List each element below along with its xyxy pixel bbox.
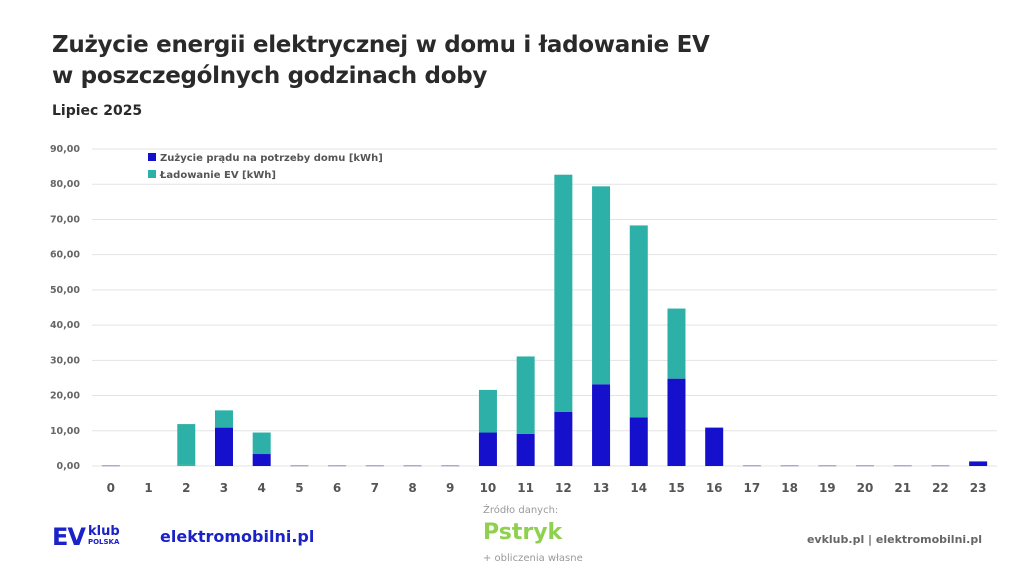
x-tick-label: 16 (706, 481, 723, 495)
y-tick-label: 90,00 (50, 144, 80, 155)
x-tick-label: 12 (555, 481, 572, 495)
x-tick-label: 7 (371, 481, 379, 495)
x-tick-label: 17 (744, 481, 761, 495)
y-tick-label: 10,00 (50, 426, 80, 437)
y-tick-label: 80,00 (50, 179, 80, 190)
legend-label: Ładowanie EV [kWh] (159, 170, 276, 181)
legend-swatch (148, 153, 156, 161)
bar-home-4 (252, 454, 271, 466)
x-tick-label: 21 (894, 481, 911, 495)
source-label: Źródło danych: (483, 505, 559, 516)
legend-label: Zużycie prądu na potrzeby domu [kWh] (160, 153, 383, 164)
bar-home-22 (931, 465, 950, 467)
x-tick-label: 2 (182, 481, 190, 495)
bar-ev-14 (629, 225, 648, 418)
source-note: + obliczenia własne (483, 553, 583, 564)
x-tick-label: 14 (630, 481, 647, 495)
bar-home-18 (780, 465, 799, 467)
y-tick-label: 60,00 (50, 250, 80, 261)
bar-ev-3 (214, 410, 233, 428)
title-line-2: w poszczególnych godzinach doby (52, 63, 488, 89)
x-tick-label: 23 (970, 481, 987, 495)
chart-title: Zużycie energii elektrycznej w domu i ła… (52, 30, 710, 92)
x-tick-label: 0 (107, 481, 115, 495)
bar-ev-15 (667, 308, 686, 379)
x-tick-label: 13 (593, 481, 610, 495)
x-tick-label: 6 (333, 481, 341, 495)
bar-home-3 (214, 427, 233, 466)
x-tick-label: 4 (258, 481, 266, 495)
bar-home-11 (516, 433, 535, 466)
x-tick-label: 10 (480, 481, 497, 495)
evklub-logo: EV klub POLSKA (52, 523, 120, 551)
y-tick-label: 0,00 (57, 461, 81, 472)
pstryk-logo: Pstryk (483, 520, 563, 545)
bar-home-2 (177, 464, 196, 466)
bar-home-20 (856, 465, 875, 467)
bar-home-12 (554, 411, 573, 466)
bar-home-23 (969, 461, 988, 466)
x-tick-label: 19 (819, 481, 836, 495)
bar-home-7 (365, 465, 384, 467)
bar-ev-10 (478, 389, 497, 433)
bar-home-9 (441, 465, 460, 467)
bar-ev-11 (516, 356, 535, 434)
y-tick-label: 70,00 (50, 214, 80, 225)
chart-subtitle: Lipiec 2025 (52, 103, 143, 119)
bar-home-17 (742, 465, 761, 467)
bar-home-10 (478, 432, 497, 466)
elektromobilni-logo: elektromobilni.pl (160, 527, 315, 546)
bar-ev-4 (252, 432, 271, 455)
bar-home-6 (328, 465, 347, 467)
x-tick-label: 9 (446, 481, 454, 495)
x-tick-label: 20 (857, 481, 874, 495)
bar-home-14 (629, 417, 648, 466)
x-tick-label: 11 (517, 481, 534, 495)
bar-home-16 (705, 427, 724, 466)
y-tick-label: 40,00 (50, 320, 80, 331)
y-tick-label: 30,00 (50, 355, 80, 366)
x-tick-label: 1 (144, 481, 152, 495)
y-tick-label: 50,00 (50, 285, 80, 296)
x-tick-label: 15 (668, 481, 685, 495)
x-tick-label: 18 (781, 481, 798, 495)
footer-links: evklub.pl | elektromobilni.pl (806, 533, 982, 546)
bar-home-21 (893, 465, 912, 467)
title-line-1: Zużycie energii elektrycznej w domu i ła… (52, 32, 710, 58)
bar-home-0 (101, 465, 120, 467)
bar-ev-13 (592, 186, 611, 385)
x-tick-label: 3 (220, 481, 228, 495)
bar-ev-12 (554, 174, 573, 412)
bar-home-19 (818, 465, 837, 467)
bar-home-5 (290, 465, 309, 467)
bar-home-8 (403, 465, 422, 467)
stacked-bar-chart: 0,00 10,00 20,00 30,00 40,00 50,00 60,00 70,00 8… (50, 144, 997, 495)
bar-home-13 (592, 384, 611, 466)
x-tick-label: 22 (932, 481, 949, 495)
bar-home-15 (667, 378, 686, 466)
y-tick-label: 20,00 (50, 391, 80, 402)
bar-ev-2 (177, 424, 196, 465)
x-tick-label: 5 (295, 481, 303, 495)
legend-swatch (148, 170, 156, 178)
x-tick-label: 8 (408, 481, 416, 495)
